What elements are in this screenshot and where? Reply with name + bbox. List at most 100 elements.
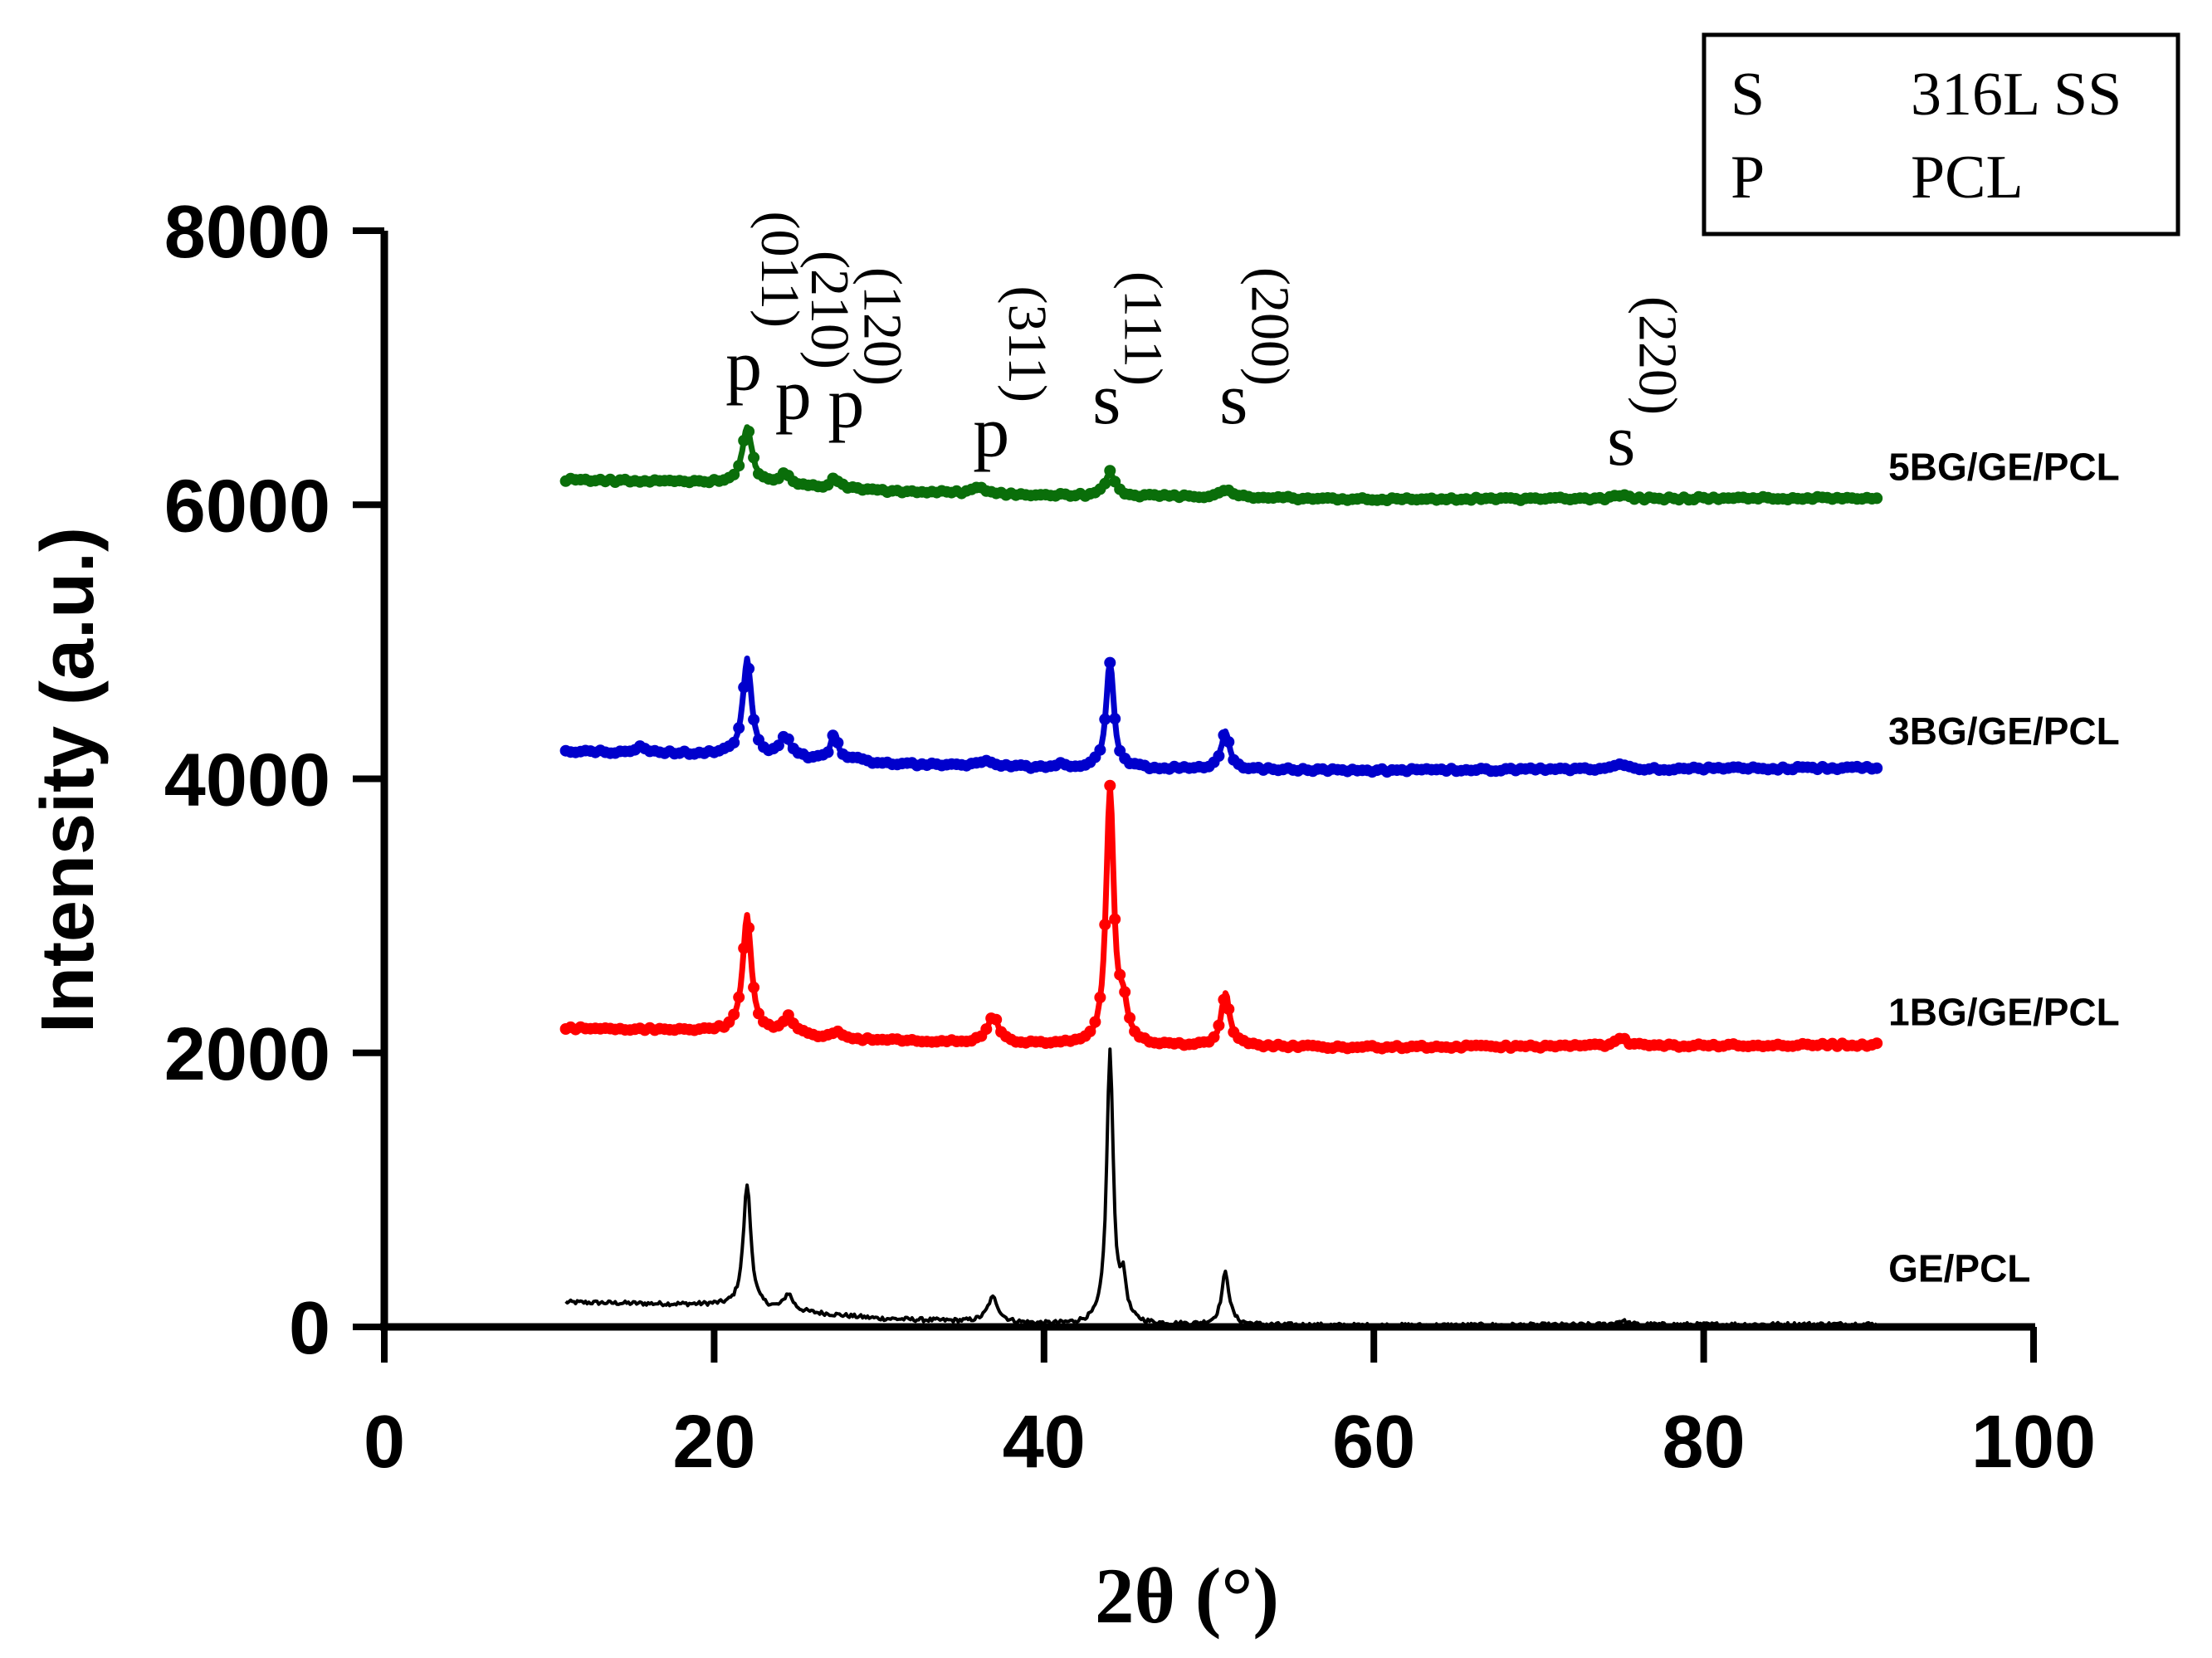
- peak-annotation-p-120: p(120): [828, 267, 912, 444]
- y-tick-label-2000: 2000: [164, 1013, 330, 1096]
- axes: [380, 231, 2035, 1331]
- series-label-3bg-ge-pcl: 3BG/GE/PCL: [1888, 710, 2120, 753]
- series-label-1bg-ge-pcl: 1BG/GE/PCL: [1888, 991, 2120, 1034]
- legend-label-pcl: PCL: [1911, 144, 2024, 212]
- data-point: [733, 991, 745, 1003]
- peak-letter: p: [775, 355, 812, 436]
- data-point: [1871, 762, 1883, 774]
- data-point: [1084, 1025, 1096, 1037]
- series-markers-3bg-ge-pcl: [559, 656, 1883, 778]
- y-axis-title: Intensity (a.u.): [27, 527, 110, 1033]
- plot-series-group: [559, 424, 1883, 1329]
- series-label-5bg-ge-pcl: 5BG/GE/PCL: [1888, 446, 2120, 489]
- peak-letter: p: [725, 326, 762, 407]
- x-tick-label-80: 80: [1663, 1401, 1746, 1484]
- legend-symbol-s: S: [1731, 61, 1765, 129]
- peak-annotation-s-111: s(111): [1092, 271, 1173, 440]
- x-tick-label-20: 20: [672, 1401, 755, 1484]
- data-point: [1104, 656, 1116, 669]
- legend-box: [1702, 32, 2180, 237]
- data-point: [1218, 993, 1230, 1006]
- data-point: [1104, 465, 1116, 477]
- data-point: [1109, 713, 1121, 725]
- peak-letter: s: [1219, 359, 1248, 440]
- data-point: [738, 435, 750, 446]
- y-tick-label-0: 0: [289, 1287, 330, 1370]
- peak-index: (120): [852, 267, 912, 386]
- peak-annotation-p-311: p(311): [973, 285, 1057, 473]
- x-tick-label-0: 0: [364, 1401, 405, 1484]
- series-3bg-ge-pcl: [559, 656, 1883, 778]
- data-point: [822, 746, 834, 758]
- peak-annotation-p-011: p(011): [725, 211, 810, 407]
- data-point: [748, 714, 760, 726]
- series-line-ge-pcl: [564, 1047, 1878, 1329]
- data-point: [733, 460, 745, 472]
- y-ticks: 0 2000 4000 6000 8000: [164, 191, 384, 1370]
- data-point: [782, 733, 794, 745]
- data-point: [1089, 1016, 1101, 1028]
- x-tick-label-60: 60: [1332, 1401, 1415, 1484]
- data-point: [1124, 1012, 1136, 1024]
- data-point: [738, 681, 750, 694]
- data-point: [738, 942, 750, 954]
- peak-index: (220): [1627, 296, 1687, 415]
- data-point: [1114, 968, 1126, 981]
- data-point: [748, 451, 760, 464]
- data-point: [1213, 750, 1225, 762]
- data-point: [748, 981, 760, 993]
- data-point: [782, 1009, 794, 1022]
- data-point: [743, 426, 755, 437]
- series-markers-5bg-ge-pcl: [559, 426, 1883, 506]
- peak-index: (111): [1112, 271, 1173, 386]
- peak-index: (011): [750, 211, 810, 328]
- data-point: [1099, 713, 1111, 725]
- series-line-1bg-ge-pcl: [564, 783, 1878, 1052]
- legend-symbol-p: P: [1731, 144, 1765, 212]
- peak-index: (311): [997, 285, 1057, 402]
- y-tick-label-8000: 8000: [164, 191, 330, 274]
- peak-letter: p: [828, 363, 864, 444]
- data-point: [1213, 1019, 1225, 1031]
- peak-annotation-p-210: p(210): [775, 251, 860, 436]
- data-point: [1109, 913, 1121, 925]
- data-point: [1208, 1031, 1220, 1043]
- data-point: [1223, 736, 1235, 749]
- series-markers-1bg-ge-pcl: [559, 779, 1883, 1055]
- peak-annotation-s-200: s(200): [1219, 267, 1300, 440]
- x-tick-label-40: 40: [1003, 1401, 1086, 1484]
- data-point: [743, 662, 755, 675]
- data-point: [990, 1013, 1003, 1026]
- data-point: [1099, 477, 1111, 490]
- peak-letter: s: [1607, 401, 1635, 481]
- series-label-ge-pcl: GE/PCL: [1888, 1247, 2030, 1290]
- data-point: [1099, 919, 1111, 931]
- data-point: [733, 722, 745, 734]
- data-point: [728, 468, 740, 480]
- data-point: [980, 1023, 993, 1036]
- data-point: [772, 739, 784, 752]
- x-tick-label-100: 100: [1971, 1401, 2096, 1484]
- series-1bg-ge-pcl: [559, 779, 1883, 1055]
- x-ticks: 0 20 40 60 80 100: [364, 1327, 2096, 1484]
- y-tick-label-4000: 4000: [164, 739, 330, 822]
- y-tick-label-6000: 6000: [164, 465, 330, 548]
- data-point: [728, 736, 740, 749]
- data-point: [1871, 492, 1883, 505]
- peak-annotation-s-220: s(220): [1607, 296, 1687, 481]
- data-point: [1223, 1003, 1235, 1016]
- data-point: [728, 1008, 740, 1021]
- data-point: [832, 737, 844, 749]
- data-point: [1094, 744, 1106, 756]
- series-5bg-ge-pcl: [559, 424, 1883, 506]
- peak-annotations: p(011)p(210)p(120)p(311) s(111)s(200)s(22…: [725, 211, 1687, 481]
- data-point: [1119, 986, 1131, 998]
- peak-letter: s: [1092, 359, 1121, 440]
- x-axis-title: 2θ (°): [1095, 1552, 1279, 1640]
- peak-index: (210): [799, 251, 860, 369]
- data-point: [1094, 992, 1106, 1003]
- peak-letter: p: [973, 393, 1009, 473]
- legend-label-316l-ss: 316L SS: [1911, 61, 2122, 129]
- data-point: [743, 922, 755, 934]
